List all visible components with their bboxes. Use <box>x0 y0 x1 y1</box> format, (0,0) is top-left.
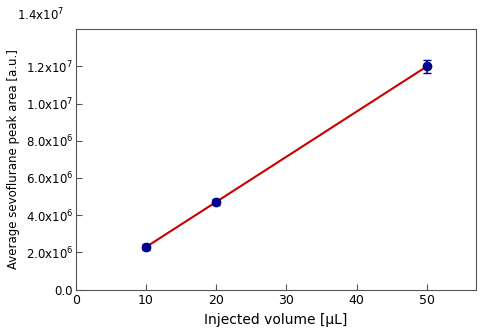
Y-axis label: Average sevoflurane peak area [a.u.]: Average sevoflurane peak area [a.u.] <box>7 49 20 269</box>
X-axis label: Injected volume [μL]: Injected volume [μL] <box>204 313 348 327</box>
Text: 1.4x10$^7$: 1.4x10$^7$ <box>17 7 65 23</box>
